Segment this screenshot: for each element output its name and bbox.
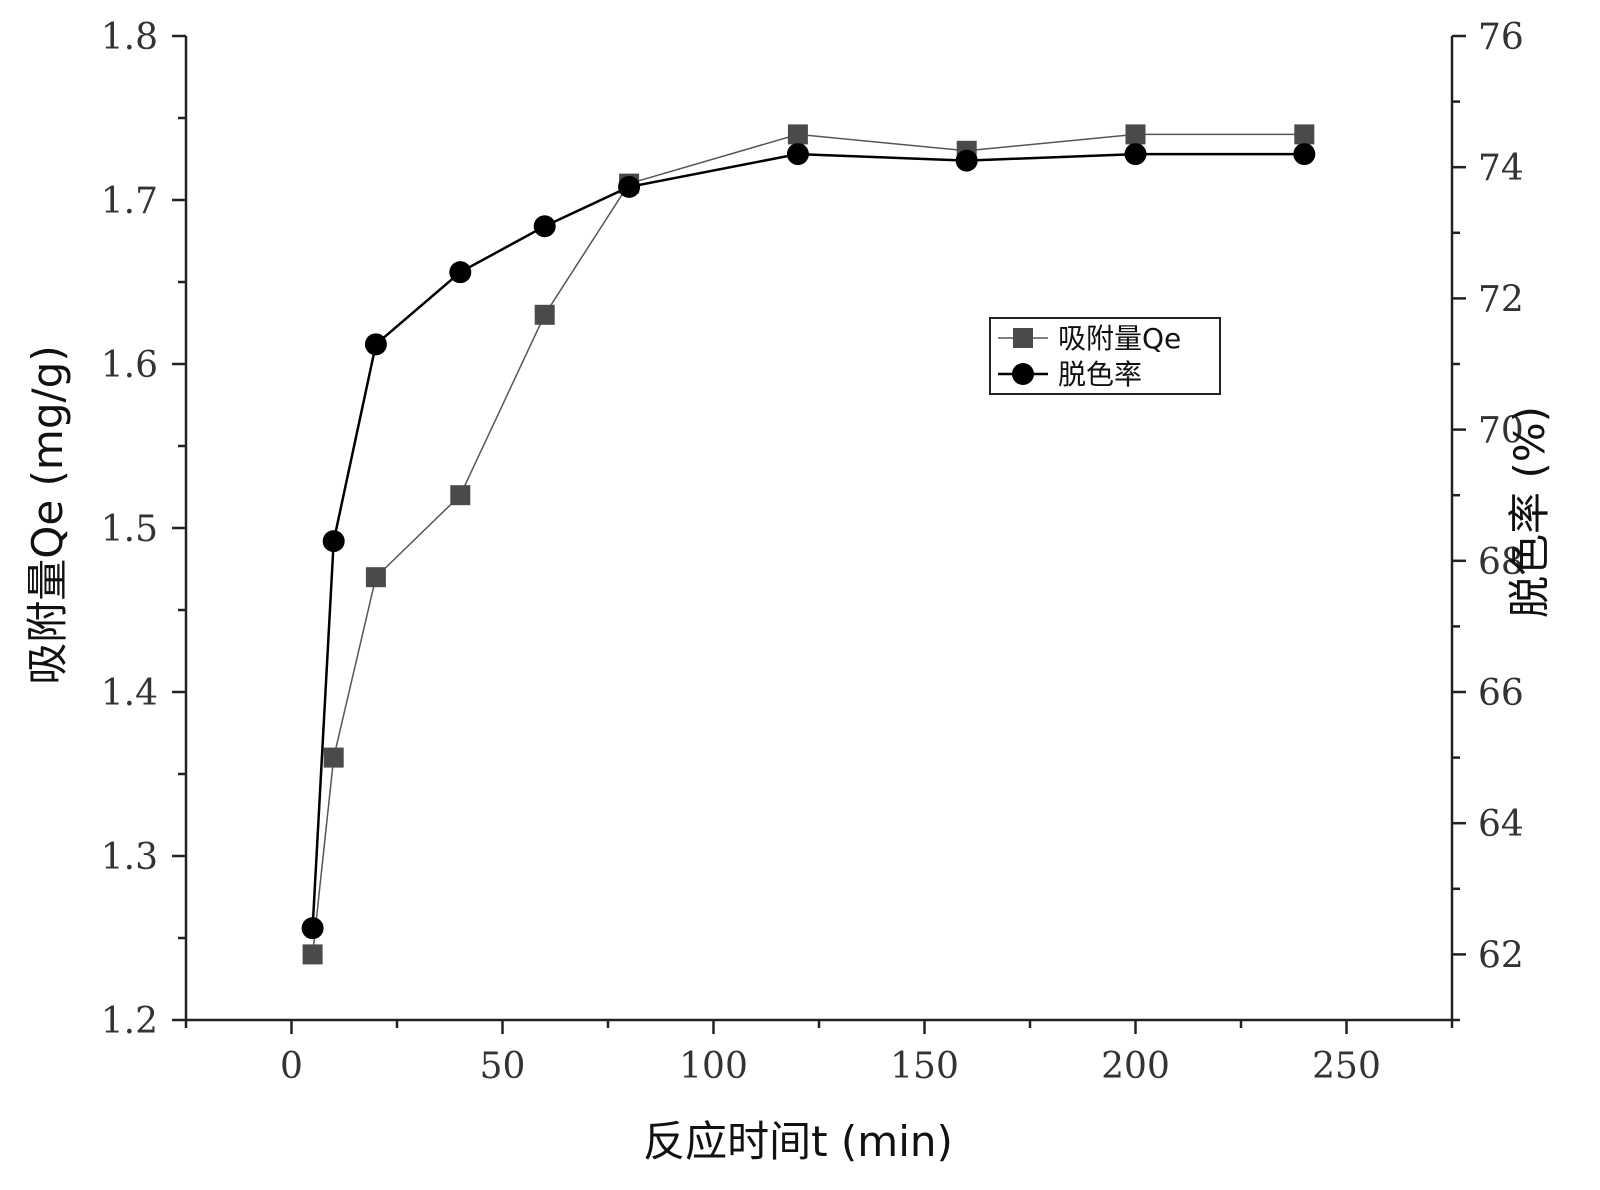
qe-square-point [787,124,808,145]
y-axis-right-title: 脱色率 (%) [1505,406,1554,618]
y-axis-left-title: 吸附量Qe (mg/g) [23,345,72,684]
qe-square-point [323,747,344,768]
y-left-tick-label: 1.5 [101,509,158,550]
y-right-tick-label: 66 [1478,673,1524,714]
legend-circle-marker [1012,363,1034,385]
legend: 吸附量Qe 脱色率 [989,317,1221,395]
x-axis-title: 反应时间t (min) [643,1117,953,1166]
decolor-circle-point [301,917,324,940]
y-right-tick-label: 76 [1478,17,1524,58]
x-tick-label: 50 [480,1046,526,1087]
qe-square-point [365,567,386,588]
series-layer [301,124,1316,965]
y-right-tick-label: 68 [1478,542,1524,583]
decolor-circle-point [322,530,345,553]
legend-square-marker [1013,328,1033,348]
decolor-circle-point [955,149,978,172]
y-left-tick-label: 1.8 [101,17,158,58]
y-left-tick-label: 1.3 [101,837,158,878]
series-line-1 [311,152,1305,929]
legend-label-decolor: 脱色率 [1058,358,1142,391]
legend-label-qe: 吸附量Qe [1058,322,1181,355]
y-left-tick-label: 1.2 [101,1001,158,1042]
decolor-circle-point [533,215,556,238]
qe-square-point [302,944,323,965]
decolor-circle-point [1124,143,1147,166]
y-right-tick-label: 72 [1478,279,1524,320]
axes: 0 50 100 150 200 250 1.2 1.3 1.4 1.5 1.6 1.7 1.8 62 64… [101,17,1524,1087]
series-line-0 [311,133,1305,955]
y-left-tick-label: 1.4 [101,673,158,714]
qe-square-point [450,485,471,506]
x-tick-label: 150 [890,1046,959,1087]
qe-square-point [1294,124,1315,145]
y-right-tick-label: 62 [1478,935,1524,976]
y-left-tick-label: 1.6 [101,345,158,386]
qe-square-point [1125,124,1146,145]
legend-entry-decolor: 脱色率 [998,358,1142,391]
x-tick-label: 200 [1101,1046,1170,1087]
y-left-tick-label: 1.7 [101,181,158,222]
x-tick-label: 0 [280,1046,303,1087]
y-right-tick-label: 64 [1478,804,1524,845]
decolor-circle-point [1293,143,1316,166]
decolor-circle-point [449,261,472,284]
decolor-circle-point [786,143,809,166]
qe-square-point [534,304,555,325]
x-tick-label: 250 [1312,1046,1381,1087]
y-right-tick-label: 70 [1478,411,1524,452]
y-right-tick-label: 74 [1478,148,1524,189]
decolor-circle-point [618,175,641,198]
decolor-circle-point [364,333,387,356]
x-tick-label: 100 [679,1046,748,1087]
legend-entry-qe: 吸附量Qe [998,322,1181,355]
